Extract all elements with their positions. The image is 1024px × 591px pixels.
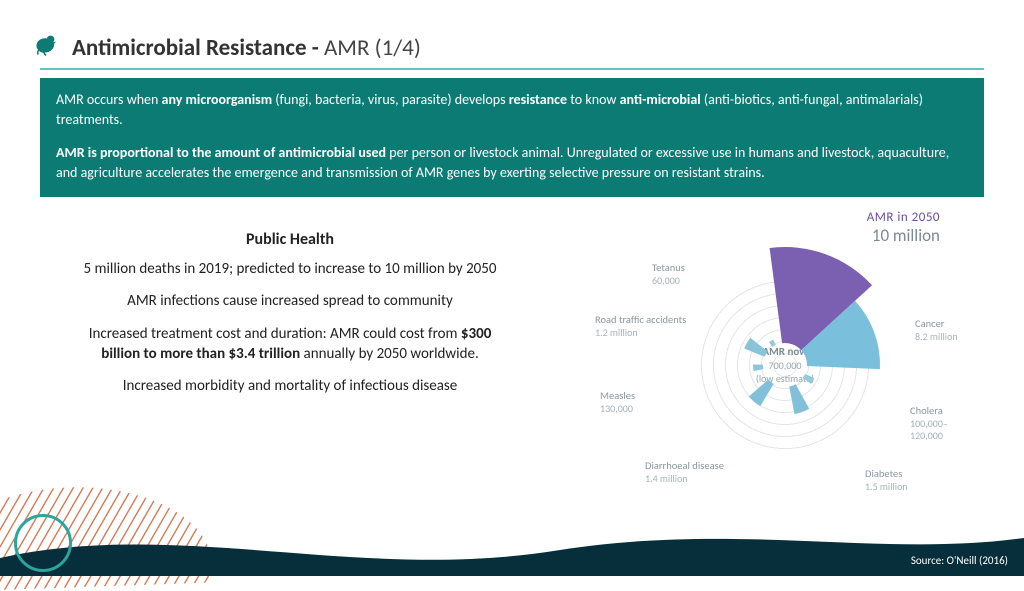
ph-line-1: 5 million deaths in 2019; predicted to i…	[80, 259, 500, 279]
intro-panel: AMR occurs when any microorganism (fungi…	[40, 78, 984, 197]
segment-label: Tetanus60,000	[652, 262, 685, 287]
ph-heading: Public Health	[80, 230, 500, 249]
chicken-icon	[30, 30, 60, 65]
ph-line-2: AMR infections cause increased spread to…	[80, 291, 500, 311]
ph-line-4: Increased morbidity and mortality of inf…	[80, 376, 500, 396]
title-rule	[40, 68, 984, 70]
title-rest: AMR (1/4)	[319, 34, 421, 62]
public-health-block: Public Health 5 million deaths in 2019; …	[80, 230, 500, 408]
slide-title-row: Antimicrobial Resistance - AMR (1/4)	[30, 30, 421, 65]
segment-label: Diabetes1.5 million	[865, 468, 908, 493]
title-bold: Antimicrobial Resistance -	[72, 34, 319, 62]
segment-label: Measles130,000	[600, 390, 635, 415]
source-citation: Source: O'Neill (2016)	[905, 551, 1014, 570]
segment-label: Road traffic accidents1.2 million	[595, 314, 686, 339]
ph-line-3: Increased treatment cost and duration: A…	[80, 324, 500, 365]
intro-p1: AMR occurs when any microorganism (fungi…	[56, 90, 968, 131]
chart-wedges	[570, 210, 980, 510]
intro-p2: AMR is proportional to the amount of ant…	[56, 143, 968, 184]
segment-label: Cholera100,000–120,000	[910, 405, 980, 442]
segment-label: Cancer8.2 million	[915, 318, 958, 343]
footer-wave	[0, 528, 1024, 576]
segment-label: Diarrhoeal disease1.4 million	[645, 460, 724, 485]
amr-radial-chart: AMR in 2050 10 million AMR now 700,000 (…	[570, 210, 980, 510]
slide-title: Antimicrobial Resistance - AMR (1/4)	[72, 34, 421, 62]
circle-decoration	[14, 514, 72, 572]
